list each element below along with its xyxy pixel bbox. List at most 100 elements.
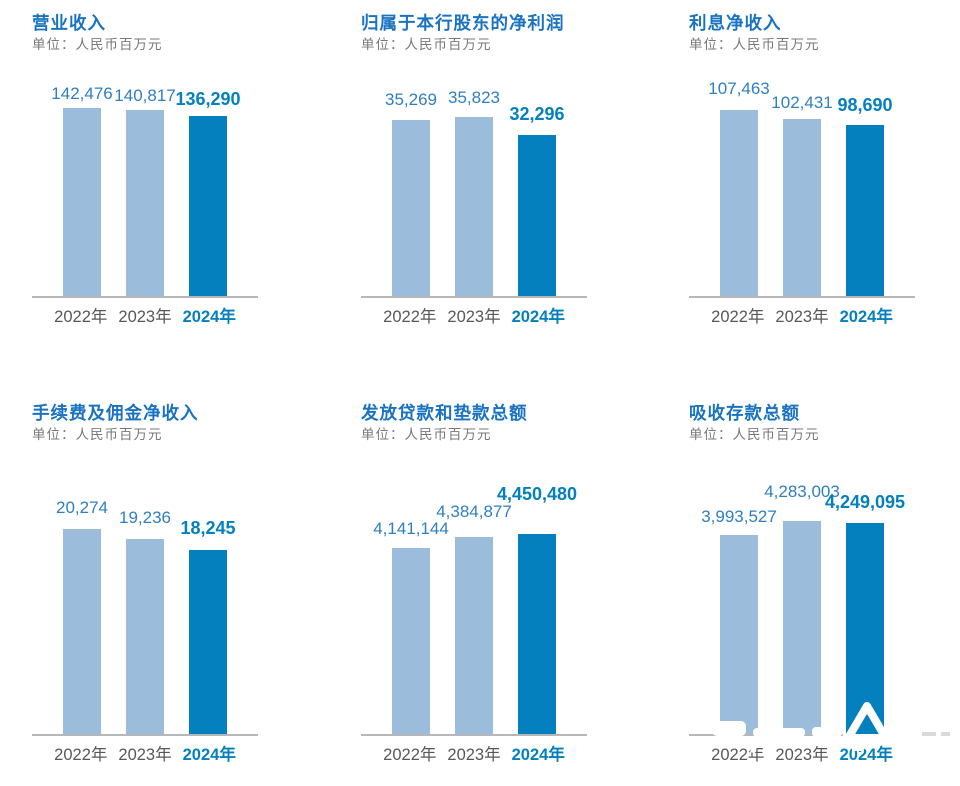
bar-2022年: [720, 110, 758, 296]
bar-chart: 发放贷款和垫款总额 单位：人民币百万元 4,141,144 4,384,877 4,…: [361, 402, 601, 766]
x-axis-label-2022年: 2022年: [54, 308, 108, 326]
x-axis-label-2024年: 2024年: [511, 308, 565, 326]
bar-2022年: [392, 120, 430, 296]
bar-2023年: [126, 539, 164, 734]
bar-2024年: [189, 550, 227, 734]
bar-group-2023年: 140,817: [114, 86, 176, 296]
bar-value-label: 19,236: [119, 508, 171, 527]
bars-container: 107,463 102,431 98,690: [689, 79, 915, 296]
bar-group-2022年: 107,463: [708, 79, 770, 296]
x-axis-label-2024年: 2024年: [182, 746, 236, 764]
x-axis-label-2022年: 2022年: [711, 308, 765, 326]
bar-2024年: [846, 523, 884, 734]
bar-2024年: [518, 534, 556, 734]
bar-2022年: [63, 529, 101, 734]
chart-plot-area: 20,274 19,236 18,245: [32, 444, 258, 736]
bar-2022年: [63, 108, 101, 296]
bar-value-label: 98,690: [837, 95, 893, 115]
bar-value-label: 4,141,144: [373, 519, 449, 538]
bar-chart: 归属于本行股东的净利润 单位：人民币百万元 35,269 35,823 32,296…: [361, 12, 601, 328]
bar-group-2024年: 4,450,480: [497, 484, 577, 734]
bar-chart: 吸收存款总额 单位：人民币百万元 3,993,527 4,283,003 4,249…: [689, 402, 929, 766]
bar-value-label: 35,269: [385, 90, 437, 109]
chart-title: 归属于本行股东的净利润: [361, 13, 565, 33]
bar-group-2022年: 35,269: [385, 90, 437, 296]
x-axis-label-2024年: 2024年: [511, 746, 565, 764]
x-axis-labels: 2022年 2023年 2024年: [689, 744, 915, 766]
chart-plot-area: 142,476 140,817 136,290: [32, 54, 258, 298]
x-axis-label-2024年: 2024年: [839, 308, 893, 326]
chart-unit-label: 单位：人民币百万元: [32, 37, 163, 52]
chart-unit-label: 单位：人民币百万元: [361, 427, 492, 442]
x-axis-label-2024年: 2024年: [839, 746, 893, 764]
bar-chart: 营业收入 单位：人民币百万元 142,476 140,817 136,290 202…: [32, 12, 272, 328]
chart-title: 营业收入: [32, 13, 106, 33]
x-axis-label-2024年: 2024年: [182, 308, 236, 326]
bar-chart: 手续费及佣金净收入 单位：人民币百万元 20,274 19,236 18,245 2…: [32, 402, 272, 766]
chart-title: 发放贷款和垫款总额: [361, 403, 528, 423]
bar-2024年: [846, 125, 884, 296]
bar-group-2022年: 3,993,527: [701, 507, 777, 734]
x-axis-label-2023年: 2023年: [118, 308, 172, 326]
chart-title: 利息净收入: [689, 13, 782, 33]
chart-unit-label: 单位：人民币百万元: [689, 427, 820, 442]
bar-group-2022年: 4,141,144: [373, 519, 449, 734]
bar-value-label: 20,274: [56, 498, 108, 517]
bar-value-label: 107,463: [708, 79, 770, 98]
bar-group-2023年: 4,283,003: [764, 482, 840, 734]
x-axis-label-2023年: 2023年: [775, 746, 829, 764]
bar-group-2024年: 18,245: [180, 518, 236, 734]
bar-2024年: [189, 116, 227, 296]
bar-value-label: 18,245: [180, 518, 236, 538]
watermark-dash: [941, 732, 950, 736]
x-axis-labels: 2022年 2023年 2024年: [361, 744, 587, 766]
x-axis-label-2022年: 2022年: [383, 746, 437, 764]
x-axis-label-2023年: 2023年: [118, 746, 172, 764]
chart-title: 手续费及佣金净收入: [32, 403, 199, 423]
bar-value-label: 4,450,480: [496, 484, 578, 504]
bar-value-label: 142,476: [51, 84, 113, 103]
x-axis-labels: 2022年 2023年 2024年: [361, 306, 587, 328]
bars-container: 3,993,527 4,283,003 4,249,095: [689, 482, 915, 734]
bar-value-label: 3,993,527: [701, 507, 777, 526]
x-axis-labels: 2022年 2023年 2024年: [689, 306, 915, 328]
x-axis-label-2022年: 2022年: [711, 746, 765, 764]
bar-2022年: [720, 535, 758, 734]
bars-container: 142,476 140,817 136,290: [32, 84, 258, 296]
chart-plot-area: 35,269 35,823 32,296: [361, 54, 587, 298]
x-axis-label-2023年: 2023年: [447, 308, 501, 326]
bar-value-label: 4,283,003: [764, 482, 840, 501]
bar-value-label: 32,296: [509, 104, 565, 124]
bar-2024年: [518, 135, 556, 296]
x-axis-labels: 2022年 2023年 2024年: [32, 306, 258, 328]
bar-group-2023年: 19,236: [119, 508, 171, 734]
chart-title: 吸收存款总额: [689, 403, 800, 423]
bar-2022年: [392, 548, 430, 734]
bar-2023年: [126, 110, 164, 296]
bar-group-2023年: 4,384,877: [436, 502, 512, 734]
bar-group-2023年: 102,431: [771, 93, 833, 296]
chart-plot-area: 107,463 102,431 98,690: [689, 54, 915, 298]
bar-2023年: [455, 117, 493, 296]
x-axis-label-2023年: 2023年: [775, 308, 829, 326]
x-axis-label-2023年: 2023年: [447, 746, 501, 764]
chart-plot-area: 4,141,144 4,384,877 4,450,480: [361, 444, 587, 736]
chart-plot-area: 3,993,527 4,283,003 4,249,095: [689, 444, 915, 736]
x-axis-label-2022年: 2022年: [54, 746, 108, 764]
bar-value-label: 140,817: [114, 86, 176, 105]
bars-container: 35,269 35,823 32,296: [361, 88, 587, 296]
bar-2023年: [783, 521, 821, 734]
bars-container: 20,274 19,236 18,245: [32, 498, 258, 734]
bar-group-2024年: 136,290: [175, 89, 241, 296]
chart-unit-label: 单位：人民币百万元: [689, 37, 820, 52]
bar-group-2024年: 4,249,095: [825, 492, 905, 734]
bar-group-2024年: 32,296: [509, 104, 565, 296]
bar-group-2023年: 35,823: [448, 88, 500, 296]
bar-value-label: 4,249,095: [824, 492, 906, 512]
bar-chart: 利息净收入 单位：人民币百万元 107,463 102,431 98,690 202…: [689, 12, 929, 328]
bar-value-label: 35,823: [448, 88, 500, 107]
chart-unit-label: 单位：人民币百万元: [32, 427, 163, 442]
bar-value-label: 102,431: [771, 93, 833, 112]
chart-unit-label: 单位：人民币百万元: [361, 37, 492, 52]
